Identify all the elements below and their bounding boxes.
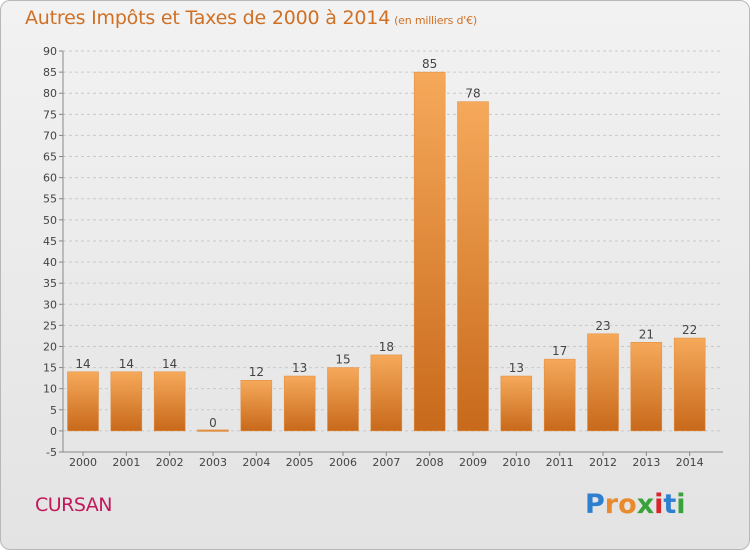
y-tick-label: 30 (43, 298, 57, 311)
y-tick-label: 10 (43, 383, 57, 396)
x-tick-label: 2009 (459, 456, 487, 469)
data-label: 13 (292, 361, 307, 375)
city-name: CURSAN (35, 494, 113, 516)
y-tick-label: 90 (43, 45, 57, 58)
data-label: 15 (335, 353, 350, 367)
logo-letter: P (585, 489, 605, 520)
x-tick-label: 2003 (199, 456, 227, 469)
data-label: 13 (509, 361, 524, 375)
bar (457, 101, 489, 432)
y-tick-label: 40 (43, 256, 57, 269)
bar (370, 354, 403, 432)
logo-letter: o (618, 489, 637, 520)
y-tick-label: 80 (43, 87, 57, 100)
y-tick-label: 65 (43, 151, 57, 164)
y-tick-label: 15 (43, 362, 57, 375)
data-label: 23 (595, 319, 610, 333)
data-label: 85 (422, 57, 437, 71)
logo-letter: i (654, 489, 664, 520)
y-tick-label: 75 (43, 108, 57, 121)
y-tick-label: 20 (43, 340, 57, 353)
x-tick-label: 2014 (676, 456, 704, 469)
data-label: 22 (682, 323, 697, 337)
y-tick-label: 45 (43, 235, 57, 248)
y-tick-label: 60 (43, 172, 57, 185)
x-tick-label: 2013 (632, 456, 660, 469)
data-label: 14 (119, 357, 134, 371)
data-label: 14 (162, 357, 177, 371)
x-tick-label: 2001 (112, 456, 140, 469)
chart-subtitle: (en milliers d'€) (394, 14, 477, 27)
x-tick-label: 2010 (502, 456, 530, 469)
bar (327, 367, 359, 432)
y-tick-label: 5 (50, 404, 57, 417)
bar (240, 379, 273, 432)
bar (673, 337, 706, 432)
x-tick-label: 2011 (546, 456, 574, 469)
bars: 14 14 14 0 12 13 15 18 85 78 13 17 23 21 22 (67, 57, 706, 432)
chart-title: Autres Impôts et Taxes de 2000 à 2014 (en… (25, 7, 477, 29)
x-tick-label: 2005 (286, 456, 314, 469)
data-label: 14 (75, 357, 90, 371)
logo-letter: t (663, 489, 677, 520)
data-label: 12 (249, 365, 264, 379)
data-label: 17 (552, 344, 567, 358)
x-tick-label: 2008 (416, 456, 444, 469)
chart-title-text: Autres Impôts et Taxes de 2000 à 2014 (25, 7, 391, 29)
y-tick-label: 50 (43, 214, 57, 227)
bar (413, 71, 446, 432)
bar (197, 429, 229, 432)
axes: -5 0 5 10 15 20 25 30 35 40 45 50 55 60 65 70 75 80 85 90 20… (43, 45, 723, 469)
x-tick-label: 2002 (156, 456, 184, 469)
y-tick-label: 55 (43, 193, 57, 206)
logo-letter: x (636, 489, 655, 520)
x-tick-label: 2004 (242, 456, 270, 469)
bar (110, 371, 143, 432)
y-tick-label: 70 (43, 129, 57, 142)
proxiti-logo: Proxiti (585, 489, 686, 520)
logo-letter: i (676, 489, 686, 520)
y-tick-label: -5 (46, 446, 57, 459)
y-tick-label: 0 (50, 425, 57, 438)
bar (630, 342, 663, 432)
data-label: 18 (379, 340, 394, 354)
y-tick-label: 35 (43, 277, 57, 290)
x-tick-label: 2012 (589, 456, 617, 469)
bar (153, 371, 186, 432)
x-tick-label: 2006 (329, 456, 357, 469)
bar (543, 358, 576, 432)
bar (500, 375, 533, 432)
x-tick-label: 2007 (372, 456, 400, 469)
data-label: 21 (639, 327, 654, 341)
bar (283, 375, 316, 432)
logo-letter: r (604, 489, 619, 520)
bar (67, 371, 99, 432)
data-label: 0 (209, 416, 217, 430)
y-tick-label: 85 (43, 66, 57, 79)
x-tick-label: 2000 (69, 456, 97, 469)
bar (587, 333, 619, 432)
y-tick-label: 25 (43, 319, 57, 332)
data-label: 78 (465, 87, 480, 101)
